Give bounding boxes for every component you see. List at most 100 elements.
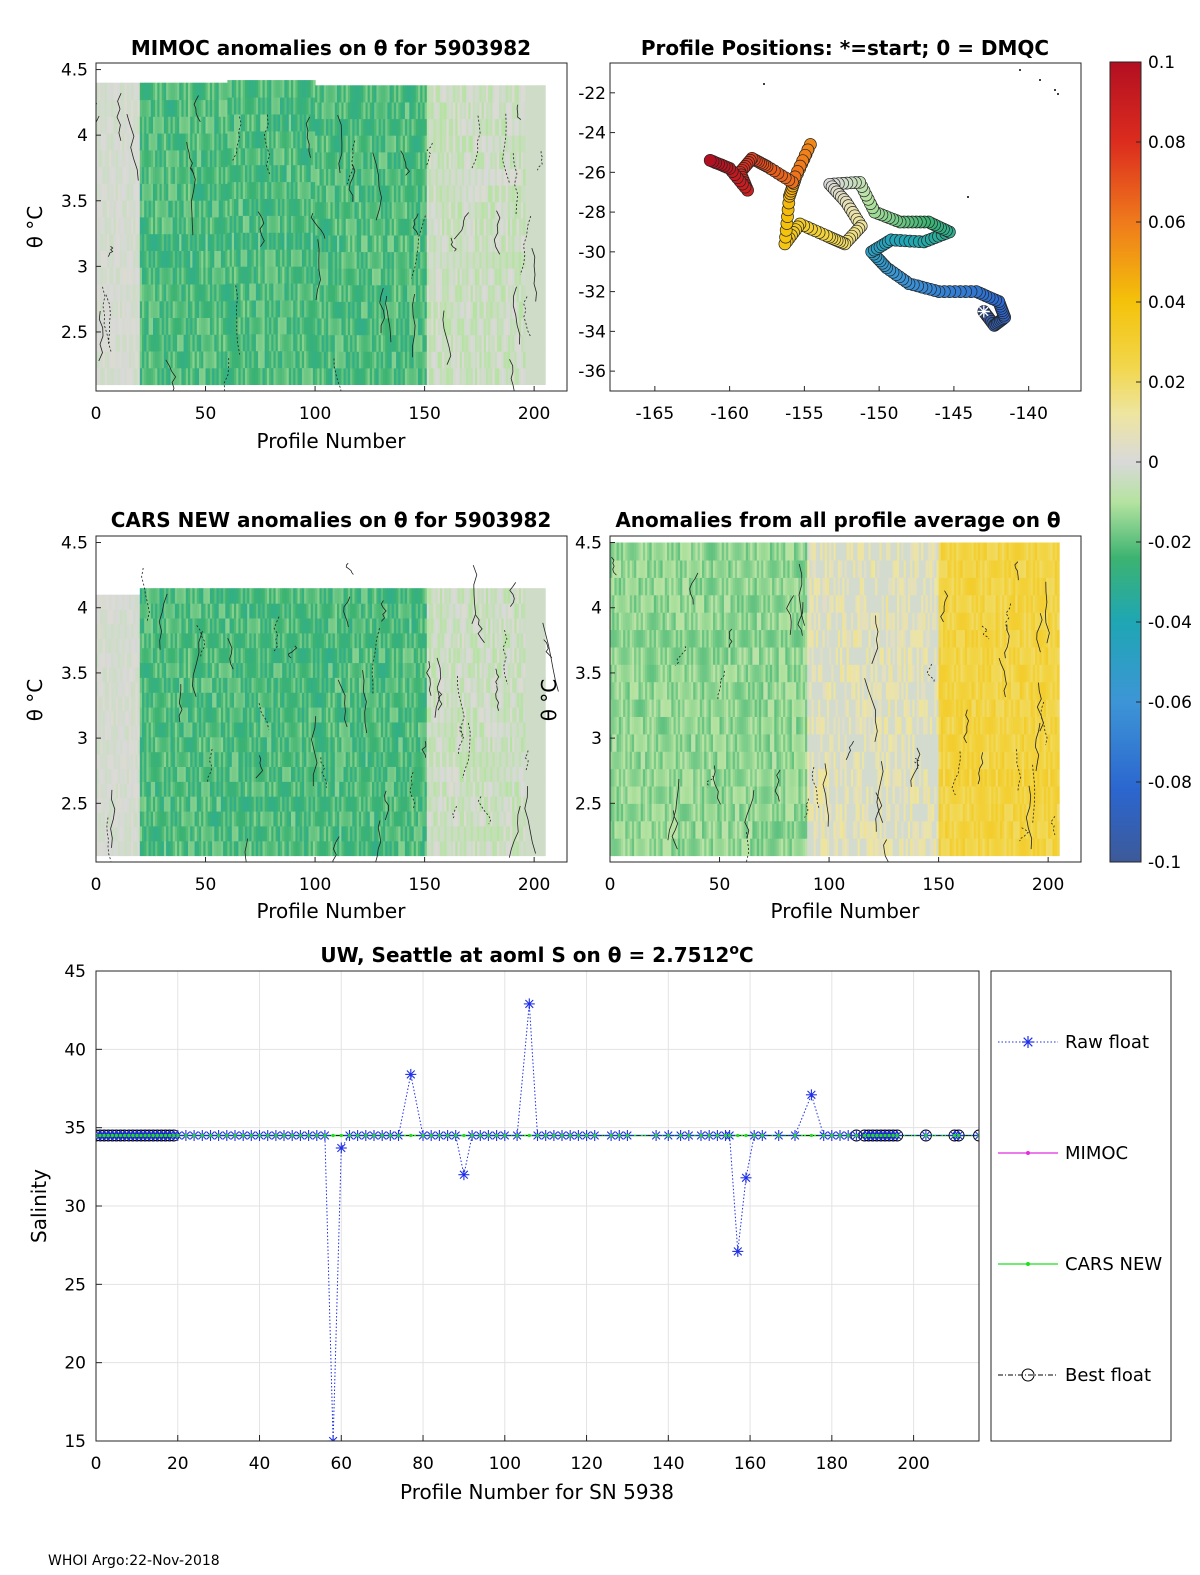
- heatmap-cell: [255, 299, 259, 318]
- heatmap-cell: [135, 609, 139, 625]
- heatmap-cell: [383, 201, 386, 219]
- heatmap-cell: [115, 250, 119, 268]
- heatmap-cell: [216, 82, 220, 101]
- heatmap-cell: [124, 367, 128, 386]
- heatmap-cell: [310, 249, 314, 267]
- heatmap-cell: [492, 284, 496, 302]
- heatmap-cell: [286, 80, 290, 98]
- heatmap-cell: [166, 840, 169, 857]
- heatmap-cell: [196, 617, 200, 634]
- contour-line: [116, 93, 122, 141]
- heatmap-cell: [446, 234, 450, 253]
- heatmap-cell: [367, 218, 371, 236]
- heatmap-cell: [472, 268, 476, 286]
- mimoc-xlabel: Profile Number: [257, 429, 407, 453]
- heatmap-cell: [247, 164, 250, 183]
- heatmap-cell: [139, 796, 143, 812]
- heatmap-cell: [183, 300, 187, 318]
- heatmap-cell: [153, 825, 156, 842]
- heatmap-cell: [170, 82, 174, 101]
- heatmap-cell: [304, 266, 307, 284]
- heatmap-cell: [234, 164, 237, 183]
- heatmap-cell: [137, 116, 141, 134]
- heatmap-cell: [242, 80, 246, 98]
- heatmap-cell: [461, 168, 465, 186]
- heatmap-cell: [117, 768, 121, 784]
- heatmap-cell: [98, 797, 101, 813]
- heatmap-cell: [128, 367, 132, 386]
- heatmap-cell: [203, 166, 207, 184]
- heatmap-cell: [409, 101, 413, 120]
- heatmap-cell: [457, 185, 461, 203]
- heatmap-cell: [365, 251, 369, 269]
- heatmap-cell: [163, 662, 167, 678]
- heatmap-cell: [201, 721, 204, 738]
- heatmap-cell: [328, 334, 331, 352]
- heatmap-cell: [109, 826, 112, 842]
- heatmap-cell: [212, 99, 215, 117]
- heatmap-cell: [343, 118, 347, 136]
- heatmap-cell: [376, 351, 380, 369]
- heatmap-cell: [100, 754, 104, 770]
- heatmap-cell: [376, 151, 380, 169]
- heatmap-cell: [319, 101, 323, 120]
- heatmap-cell: [181, 766, 185, 782]
- heatmap-cell: [477, 118, 480, 136]
- heatmap-cell: [220, 183, 224, 201]
- heatmap-cell: [227, 283, 231, 301]
- heatmap-cell: [536, 268, 540, 286]
- heatmap-cell: [214, 350, 218, 369]
- heatmap-cell: [429, 268, 432, 286]
- heatmap-cell: [117, 334, 121, 352]
- heatmap-cell: [306, 164, 310, 183]
- heatmap-cell: [201, 781, 204, 797]
- heatmap-cell: [223, 350, 226, 369]
- heatmap-cell: [236, 113, 239, 132]
- heatmap-cell: [483, 268, 487, 286]
- heatmap-cell: [111, 652, 115, 668]
- heatmap-cell: [312, 147, 316, 166]
- heatmap-cell: [163, 796, 167, 812]
- heatmap-cell: [231, 333, 235, 352]
- heatmap-cell: [117, 233, 121, 251]
- heatmap-cell: [196, 283, 200, 302]
- heatmap-cell: [201, 133, 204, 151]
- heatmap-cell: [479, 318, 483, 336]
- heatmap-cell: [321, 234, 325, 253]
- heatmap-cell: [166, 736, 169, 753]
- heatmap-cell: [299, 350, 303, 369]
- heatmap-cell: [253, 97, 257, 115]
- heatmap-cell: [150, 736, 154, 753]
- heatmap-cell: [396, 301, 399, 319]
- heatmap-cell: [304, 147, 307, 166]
- heatmap-cell: [516, 301, 520, 319]
- heatmap-cell: [236, 215, 239, 233]
- heatmap-cell: [196, 267, 200, 285]
- heatmap-cell: [383, 268, 386, 286]
- heatmap-cell: [194, 603, 198, 619]
- heatmap-cell: [485, 201, 489, 219]
- heatmap-cell: [277, 80, 281, 98]
- heatmap-cell: [299, 80, 303, 98]
- heatmap-cell: [266, 266, 270, 284]
- heatmap-cell: [534, 218, 537, 236]
- heatmap-cell: [396, 334, 399, 352]
- heatmap-cell: [350, 218, 353, 236]
- heatmap-cell: [431, 318, 434, 336]
- heatmap-cell: [144, 133, 147, 151]
- heatmap-cell: [179, 603, 182, 619]
- mimoc-heatmap: [96, 80, 546, 391]
- heatmap-cell: [306, 97, 310, 115]
- heatmap-cell: [181, 632, 185, 649]
- heatmap-cell: [523, 234, 526, 253]
- heatmap-cell: [277, 249, 281, 267]
- heatmap-cell: [203, 632, 207, 649]
- heatmap-cell: [172, 166, 176, 184]
- heatmap-cell: [402, 301, 406, 319]
- heatmap-cell: [190, 736, 193, 753]
- heatmap-cell: [188, 662, 191, 678]
- heatmap-cell: [115, 696, 119, 712]
- heatmap-cell: [251, 80, 255, 98]
- heatmap-cell: [194, 781, 198, 797]
- heatmap-cell: [255, 249, 259, 267]
